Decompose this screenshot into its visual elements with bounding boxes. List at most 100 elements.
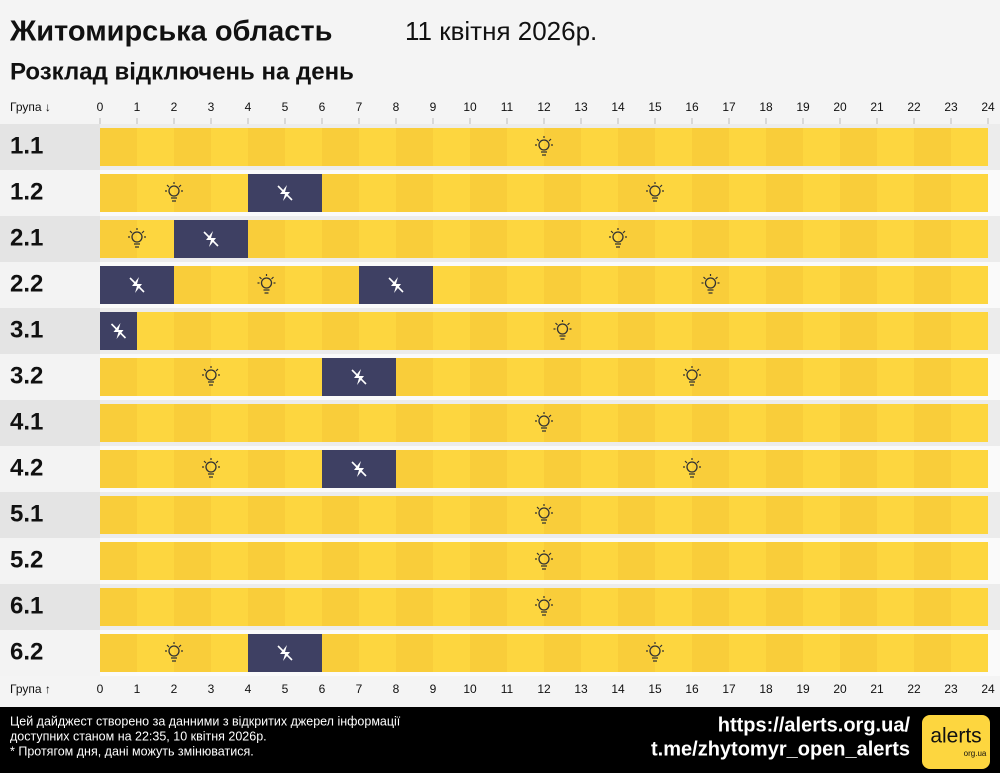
on-stripe xyxy=(803,450,840,488)
bulb-icon xyxy=(686,369,698,381)
on-stripe xyxy=(766,266,803,304)
label-cell xyxy=(0,400,100,446)
bulb-icon xyxy=(538,507,550,519)
bulb-icon-base xyxy=(263,289,270,294)
on-stripe xyxy=(840,174,877,212)
on-stripe xyxy=(433,404,470,442)
group-label: 1.2 xyxy=(10,178,43,205)
on-stripe xyxy=(174,496,211,534)
on-stripe xyxy=(544,358,581,396)
footer-link[interactable]: t.me/zhytomyr_open_alerts xyxy=(651,738,910,760)
on-stripe xyxy=(507,496,544,534)
on-stripe xyxy=(100,404,137,442)
on-stripe xyxy=(618,450,655,488)
on-stripe xyxy=(729,312,766,350)
on-stripe xyxy=(803,542,840,580)
on-stripe xyxy=(766,634,803,672)
bulb-icon xyxy=(686,461,698,473)
on-stripe xyxy=(211,174,248,212)
on-stripe xyxy=(840,588,877,626)
on-stripe xyxy=(729,128,766,166)
on-stripe xyxy=(655,220,692,258)
group-label: 5.1 xyxy=(10,500,43,527)
x-tick-label: 3 xyxy=(208,682,215,696)
on-stripe xyxy=(396,634,433,672)
on-stripe xyxy=(729,496,766,534)
on-stripe xyxy=(507,634,544,672)
on-stripe xyxy=(544,542,581,580)
on-stripe xyxy=(618,128,655,166)
on-stripe xyxy=(692,174,729,212)
on-stripe xyxy=(803,634,840,672)
on-stripe xyxy=(507,312,544,350)
group-label: 5.2 xyxy=(10,546,43,573)
on-stripe xyxy=(692,496,729,534)
on-stripe xyxy=(322,174,359,212)
off-icon-slash xyxy=(277,185,293,201)
on-stripe xyxy=(507,542,544,580)
x-tick-label: 18 xyxy=(759,682,773,696)
on-stripe xyxy=(581,450,618,488)
on-stripe xyxy=(248,588,285,626)
on-stripe xyxy=(803,128,840,166)
on-stripe xyxy=(729,404,766,442)
on-stripe xyxy=(322,634,359,672)
on-stripe xyxy=(248,450,285,488)
on-stripe xyxy=(692,588,729,626)
on-stripe xyxy=(396,358,433,396)
on-stripe xyxy=(470,634,507,672)
on-stripe xyxy=(840,404,877,442)
on-stripe xyxy=(692,634,729,672)
bulb-icon-rays xyxy=(257,274,276,284)
on-stripe xyxy=(618,174,655,212)
on-stripe xyxy=(692,266,729,304)
on-stripe xyxy=(248,542,285,580)
on-stripe xyxy=(655,404,692,442)
on-stripe xyxy=(729,450,766,488)
on-stripe xyxy=(581,358,618,396)
off-icon-slash xyxy=(110,323,127,339)
on-stripe xyxy=(174,358,211,396)
on-stripe xyxy=(285,450,322,488)
on-stripe xyxy=(692,220,729,258)
on-stripe xyxy=(618,312,655,350)
on-stripe xyxy=(285,266,322,304)
group-label: 1.1 xyxy=(10,132,43,159)
on-stripe xyxy=(877,358,914,396)
on-stripe xyxy=(470,496,507,534)
on-stripe xyxy=(433,174,470,212)
x-tick-label: 10 xyxy=(463,100,477,114)
label-cell xyxy=(0,216,100,262)
x-tick-label: 12 xyxy=(537,682,551,696)
on-stripe xyxy=(951,220,988,258)
on-stripe xyxy=(359,128,396,166)
on-stripe xyxy=(396,312,433,350)
on-stripe xyxy=(359,404,396,442)
on-stripe xyxy=(285,128,322,166)
on-stripe xyxy=(433,128,470,166)
on-stripe xyxy=(100,220,137,258)
bulb-icon xyxy=(538,139,550,151)
bulb-icon-base xyxy=(134,243,140,248)
on-stripe xyxy=(914,128,951,166)
on-stripe xyxy=(507,220,544,258)
bulb-icon-rays xyxy=(535,504,553,514)
on-stripe xyxy=(174,128,211,166)
on-stripe xyxy=(248,128,285,166)
on-stripe xyxy=(211,542,248,580)
on-stripe xyxy=(322,404,359,442)
bulb-icon-rays xyxy=(202,458,220,468)
on-stripe xyxy=(692,312,729,350)
on-stripe xyxy=(322,496,359,534)
bulb-icon-base xyxy=(541,427,547,432)
on-stripe xyxy=(507,174,544,212)
group-label: 3.1 xyxy=(10,316,43,343)
on-stripe xyxy=(914,496,951,534)
on-stripe xyxy=(692,542,729,580)
on-stripe xyxy=(803,174,840,212)
footer-link[interactable]: https://alerts.org.ua/ xyxy=(718,714,911,736)
bulb-icon-rays xyxy=(701,274,720,284)
on-stripe xyxy=(840,634,877,672)
on-stripe xyxy=(581,634,618,672)
on-stripe xyxy=(618,542,655,580)
